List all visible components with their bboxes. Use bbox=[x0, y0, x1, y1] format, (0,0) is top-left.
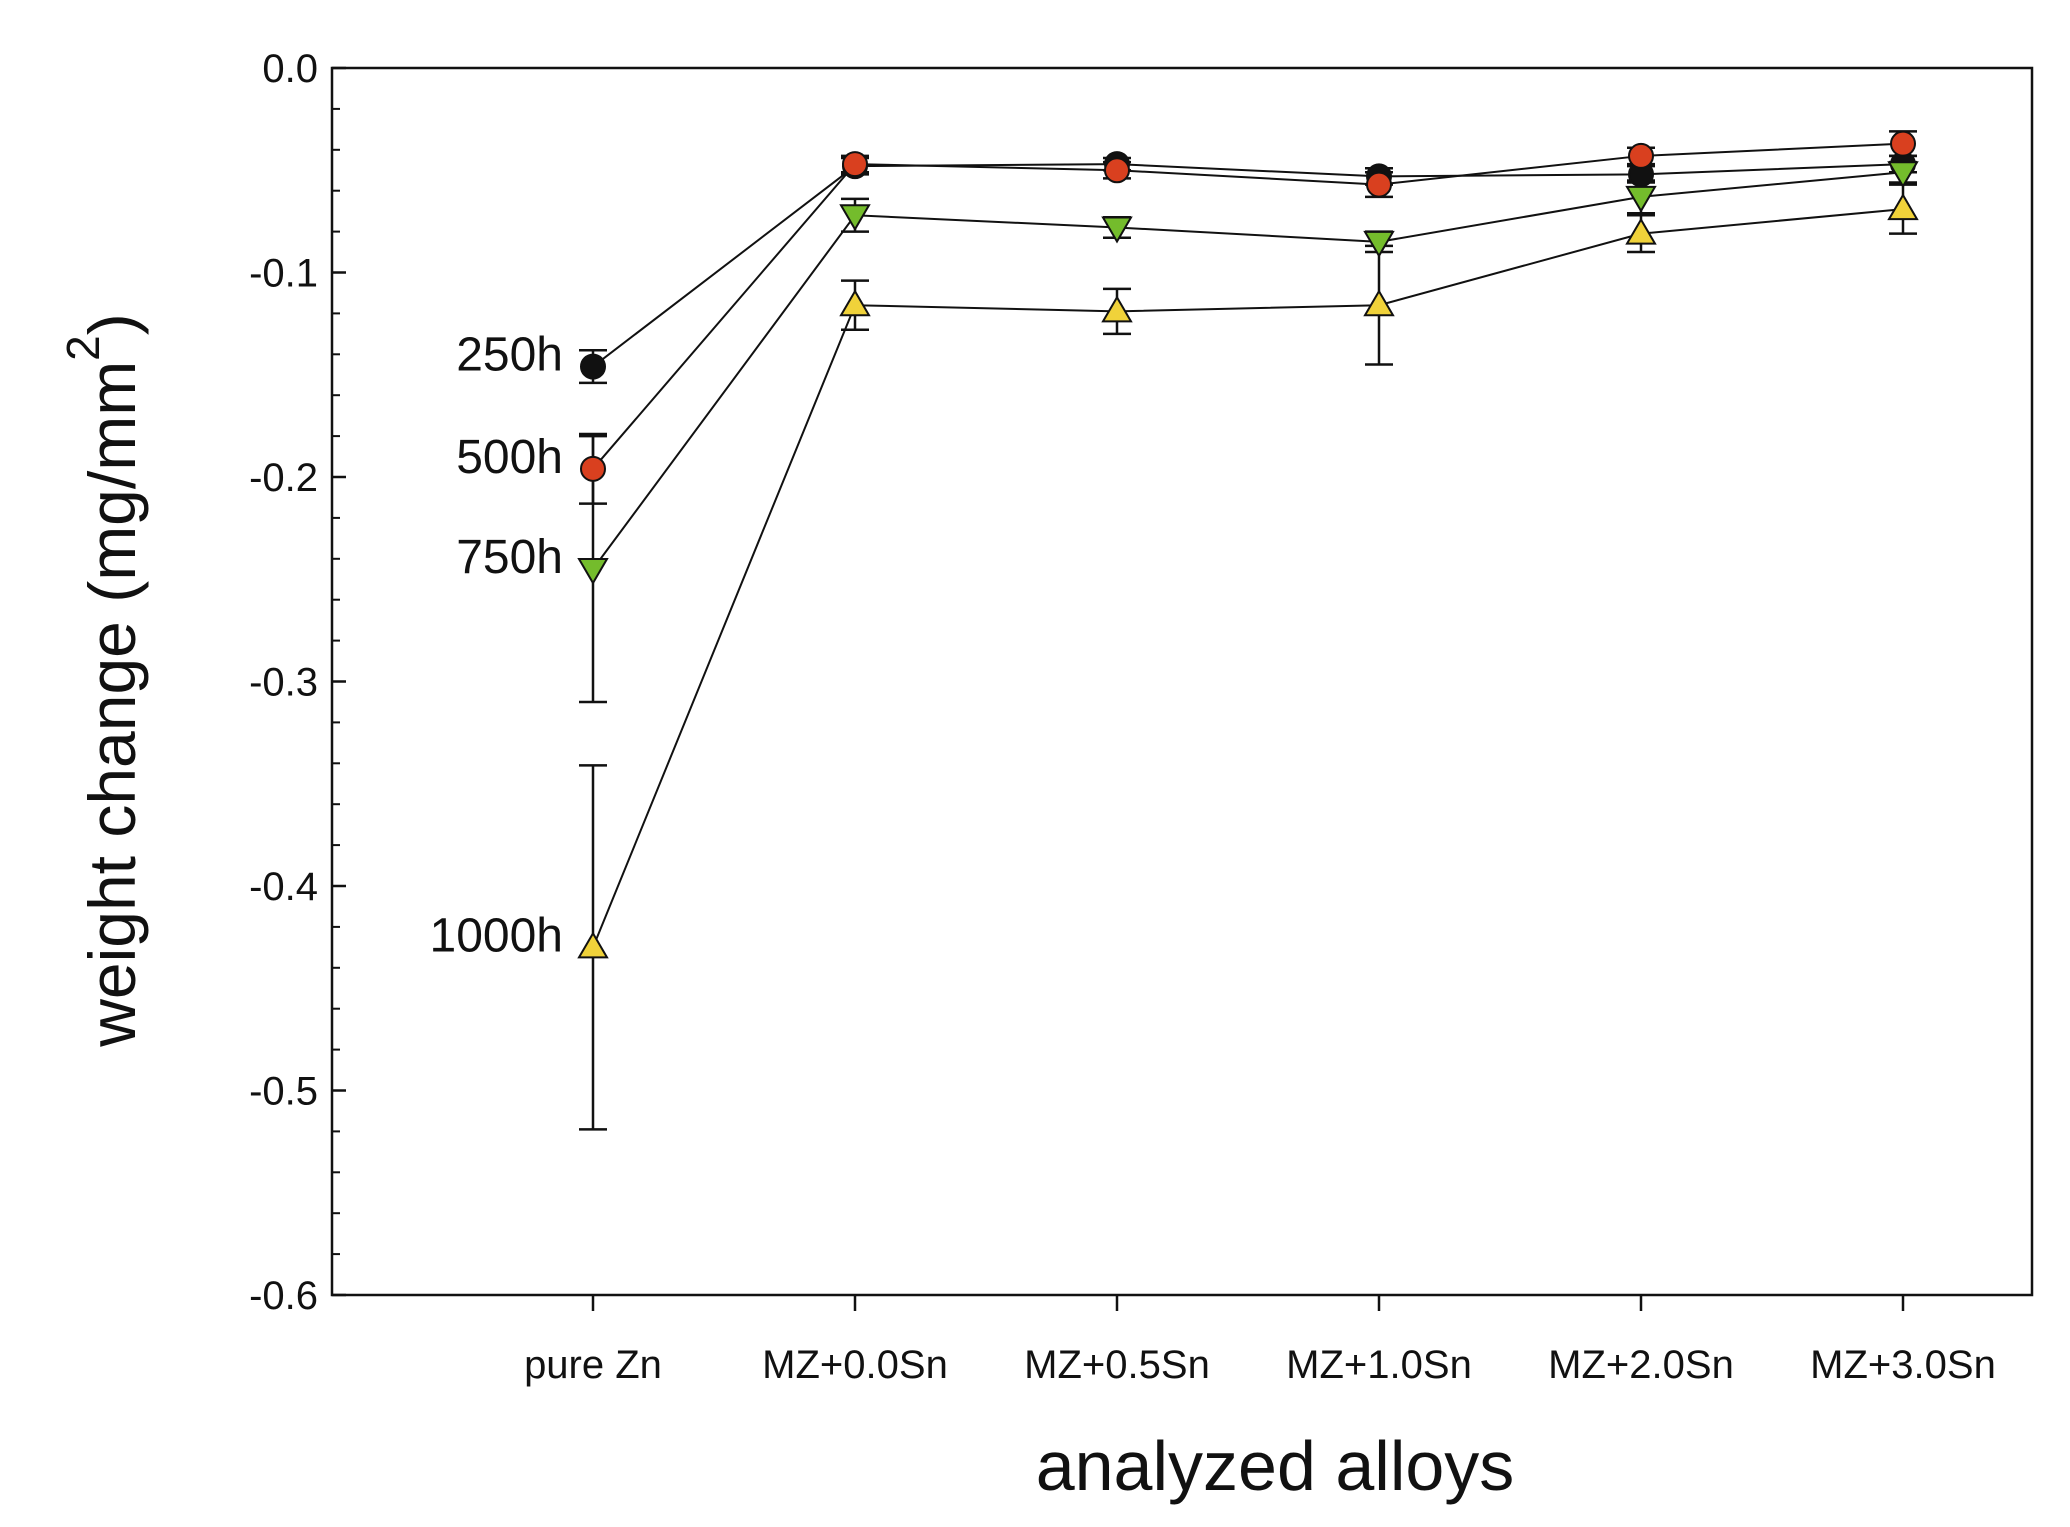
y-tick-label: -0.1 bbox=[249, 252, 318, 296]
data-point bbox=[1363, 230, 1395, 258]
y-axis-title-superscript: 2 bbox=[57, 335, 109, 361]
series-line bbox=[592, 208, 1904, 948]
data-point bbox=[1890, 130, 1916, 157]
y-tick-label: 0.0 bbox=[262, 47, 318, 91]
data-point bbox=[577, 558, 609, 586]
series-line bbox=[592, 163, 1904, 368]
y-tick-label: -0.6 bbox=[249, 1274, 318, 1318]
x-tick-label: MZ+3.0Sn bbox=[1810, 1343, 1996, 1387]
data-point bbox=[839, 204, 871, 232]
data-point bbox=[842, 151, 868, 178]
data-point bbox=[1104, 157, 1130, 184]
data-point bbox=[580, 353, 606, 380]
y-tick-label: -0.5 bbox=[249, 1070, 318, 1114]
data-point bbox=[577, 931, 609, 959]
data-point bbox=[1363, 289, 1395, 317]
y-tick-label: -0.4 bbox=[249, 865, 318, 909]
y-tick-label: -0.2 bbox=[249, 456, 318, 500]
x-tick-label: MZ+2.0Sn bbox=[1548, 1343, 1734, 1387]
series-label: 500h bbox=[456, 431, 563, 484]
plot-frame bbox=[330, 66, 2034, 1297]
series-labels: 250h 500h 750h 1000h bbox=[430, 329, 563, 963]
data-point bbox=[1101, 295, 1133, 323]
y-axis-title: weight change (mg/mm2) bbox=[57, 313, 149, 1048]
data-point bbox=[1628, 142, 1654, 169]
series-label: 1000h bbox=[430, 909, 563, 962]
y-axis: 0.0 -0.1 -0.2 -0.3 -0.4 -0.5 -0.6 bbox=[249, 47, 346, 1318]
x-axis: pure Zn MZ+0.0Sn MZ+0.5Sn MZ+1.0Sn MZ+2.0Sn M… bbox=[524, 1295, 1996, 1387]
series-line bbox=[592, 171, 1904, 570]
data-point bbox=[1887, 193, 1919, 221]
series-label: 750h bbox=[456, 531, 563, 584]
data-point bbox=[1366, 171, 1392, 198]
x-tick-label: MZ+0.0Sn bbox=[762, 1343, 948, 1387]
data-point bbox=[1625, 185, 1657, 213]
data-point bbox=[1101, 216, 1133, 244]
x-axis-title: analyzed alloys bbox=[1036, 1427, 1515, 1505]
series-line bbox=[592, 142, 1904, 470]
y-axis-title-main: weight change (mg/mm bbox=[75, 361, 149, 1048]
series-group bbox=[577, 130, 1919, 1131]
y-axis-title-close: ) bbox=[75, 313, 149, 335]
x-tick-label: pure Zn bbox=[524, 1343, 662, 1387]
data-point bbox=[580, 455, 606, 482]
data-point bbox=[1625, 217, 1657, 245]
data-point bbox=[1887, 161, 1919, 189]
y-tick-label: -0.3 bbox=[249, 661, 318, 705]
series-label: 250h bbox=[456, 329, 563, 382]
x-tick-label: MZ+1.0Sn bbox=[1286, 1343, 1472, 1387]
x-tick-label: MZ+0.5Sn bbox=[1024, 1343, 1210, 1387]
data-point bbox=[839, 289, 871, 317]
